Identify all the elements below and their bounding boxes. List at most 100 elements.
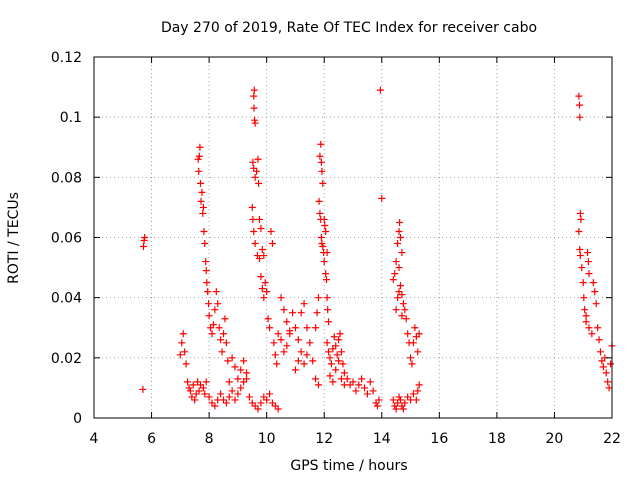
data-point — [312, 375, 320, 383]
data-point — [257, 273, 265, 281]
data-point — [394, 294, 402, 302]
data-point — [251, 240, 259, 248]
data-point — [243, 375, 251, 383]
data-point — [263, 288, 271, 296]
x-tick-label: 18 — [488, 431, 506, 447]
data-point — [294, 357, 302, 365]
data-point — [323, 339, 331, 347]
data-point — [261, 279, 269, 287]
data-point — [592, 300, 600, 308]
data-point — [268, 240, 276, 248]
data-point — [596, 348, 604, 356]
data-point — [575, 92, 583, 100]
data-point — [335, 357, 343, 365]
data-point — [257, 399, 265, 407]
data-point — [399, 405, 407, 413]
data-point — [202, 378, 210, 386]
y-axis-label: ROTI / TECUs — [6, 192, 22, 284]
data-point — [392, 405, 400, 413]
data-point — [599, 363, 607, 371]
data-point — [139, 243, 147, 251]
data-point — [270, 339, 278, 347]
data-point — [577, 215, 585, 223]
data-point — [237, 384, 245, 392]
data-point — [263, 396, 271, 404]
data-point — [220, 330, 227, 338]
data-point — [280, 348, 288, 356]
x-tick-label: 8 — [205, 431, 214, 447]
data-point — [339, 360, 347, 368]
data-point — [199, 209, 207, 217]
data-point — [398, 249, 406, 257]
x-tick-label: 12 — [315, 431, 333, 447]
data-point — [249, 158, 257, 166]
y-tick-label: 0.06 — [51, 231, 82, 247]
data-point — [198, 188, 206, 196]
data-point — [202, 267, 210, 275]
data-point — [323, 249, 331, 257]
data-point — [274, 330, 282, 338]
data-point — [329, 378, 337, 386]
data-point — [255, 179, 263, 187]
data-point — [191, 396, 199, 404]
data-point — [243, 369, 251, 377]
data-point — [318, 167, 326, 175]
data-point — [201, 240, 209, 248]
data-point — [584, 249, 592, 257]
data-point — [576, 209, 584, 217]
y-tick-label: 0 — [73, 411, 82, 427]
y-tick-label: 0.08 — [51, 170, 82, 186]
data-point — [581, 306, 589, 314]
data-point — [266, 324, 274, 332]
data-point — [337, 348, 345, 356]
x-tick-label: 20 — [546, 431, 564, 447]
data-point — [319, 179, 327, 187]
data-point — [409, 339, 417, 347]
data-point — [396, 218, 404, 226]
data-point — [215, 324, 223, 332]
ticks-layer — [93, 56, 613, 419]
data-point — [576, 246, 584, 254]
data-point — [240, 357, 248, 365]
data-point — [415, 330, 423, 338]
data-point — [409, 390, 417, 398]
data-point — [333, 351, 341, 359]
data-point — [398, 312, 406, 320]
data-point — [186, 387, 194, 395]
data-point — [582, 318, 590, 326]
data-point — [234, 390, 242, 398]
data-point — [185, 384, 193, 392]
data-point — [221, 315, 229, 323]
x-tick-label: 10 — [258, 431, 276, 447]
data-point — [349, 378, 357, 386]
data-point — [222, 339, 230, 347]
data-point — [316, 152, 324, 160]
y-tick-label: 0.12 — [51, 50, 82, 66]
data-point — [576, 113, 584, 121]
x-tick-label: 16 — [430, 431, 448, 447]
data-point — [283, 318, 291, 326]
data-point — [291, 324, 299, 332]
data-point — [336, 330, 344, 338]
data-point — [327, 360, 335, 368]
data-point — [195, 152, 203, 160]
grid-layer — [94, 57, 612, 418]
data-point — [306, 339, 314, 347]
data-point — [255, 255, 263, 263]
data-point — [585, 270, 593, 278]
labels-layer: 4 6 8 10 12 14 16 18 20 22 0 0.02 0.04 0.06 0.08 0.1 0.1… — [51, 50, 621, 447]
data-point — [297, 309, 305, 317]
data-point — [579, 279, 587, 287]
data-point — [179, 330, 187, 338]
data-point — [395, 227, 403, 235]
data-point — [594, 324, 602, 332]
data-point — [325, 318, 333, 326]
data-point — [373, 402, 381, 410]
data-point — [332, 342, 340, 350]
data-point — [283, 342, 291, 350]
data-point — [602, 369, 610, 377]
data-point — [211, 306, 219, 314]
data-point — [237, 366, 245, 374]
data-point — [300, 300, 308, 308]
data-point — [363, 390, 371, 398]
